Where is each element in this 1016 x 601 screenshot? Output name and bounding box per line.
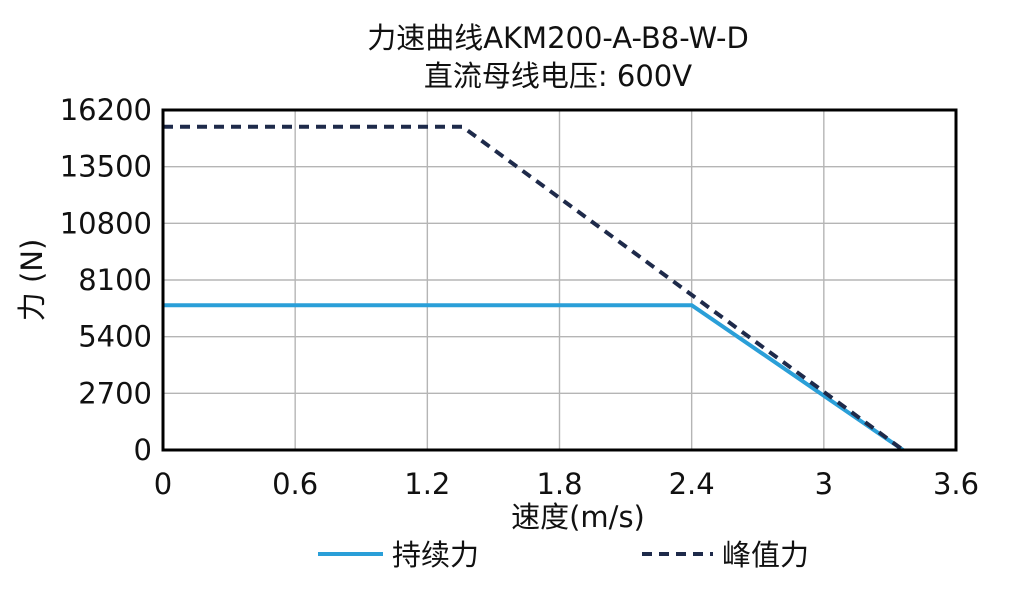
chart-title: 力速曲线AKM200-A-B8-W-D	[367, 21, 749, 55]
x-axis-label: 速度(m/s)	[511, 500, 645, 534]
x-tick-label: 0.6	[272, 467, 318, 501]
y-tick-label: 16200	[60, 93, 152, 127]
x-tick-label: 3	[815, 467, 833, 501]
x-tick-label: 2.4	[669, 467, 715, 501]
y-tick-label: 0	[134, 433, 152, 467]
y-tick-label: 2700	[78, 376, 152, 410]
chart-subtitle: 直流母线电压: 600V	[424, 59, 692, 93]
legend-label-continuous: 持续力	[392, 538, 479, 572]
y-tick-label: 10800	[60, 206, 152, 240]
plot-frame	[161, 108, 958, 452]
legend-label-peak: 峰值力	[722, 538, 809, 572]
y-tick-label: 5400	[78, 320, 152, 354]
grid	[163, 110, 956, 450]
y-tick-label: 13500	[60, 150, 152, 184]
series-layer	[163, 124, 905, 452]
series-peak-line	[163, 124, 905, 452]
ticks: 0 0.6 1.2 1.8 2.4 3 3.6 0 2700 5400 8100 10800 13500…	[60, 93, 979, 501]
series-continuous-line	[163, 303, 905, 452]
x-tick-label: 1.2	[404, 467, 450, 501]
y-axis-label: 力 (N)	[15, 239, 49, 322]
x-tick-label: 0	[154, 467, 172, 501]
legend: 持续力 峰值力	[318, 538, 809, 572]
x-tick-label: 3.6	[933, 467, 979, 501]
x-tick-label: 1.8	[536, 467, 582, 501]
y-tick-label: 8100	[78, 263, 152, 297]
